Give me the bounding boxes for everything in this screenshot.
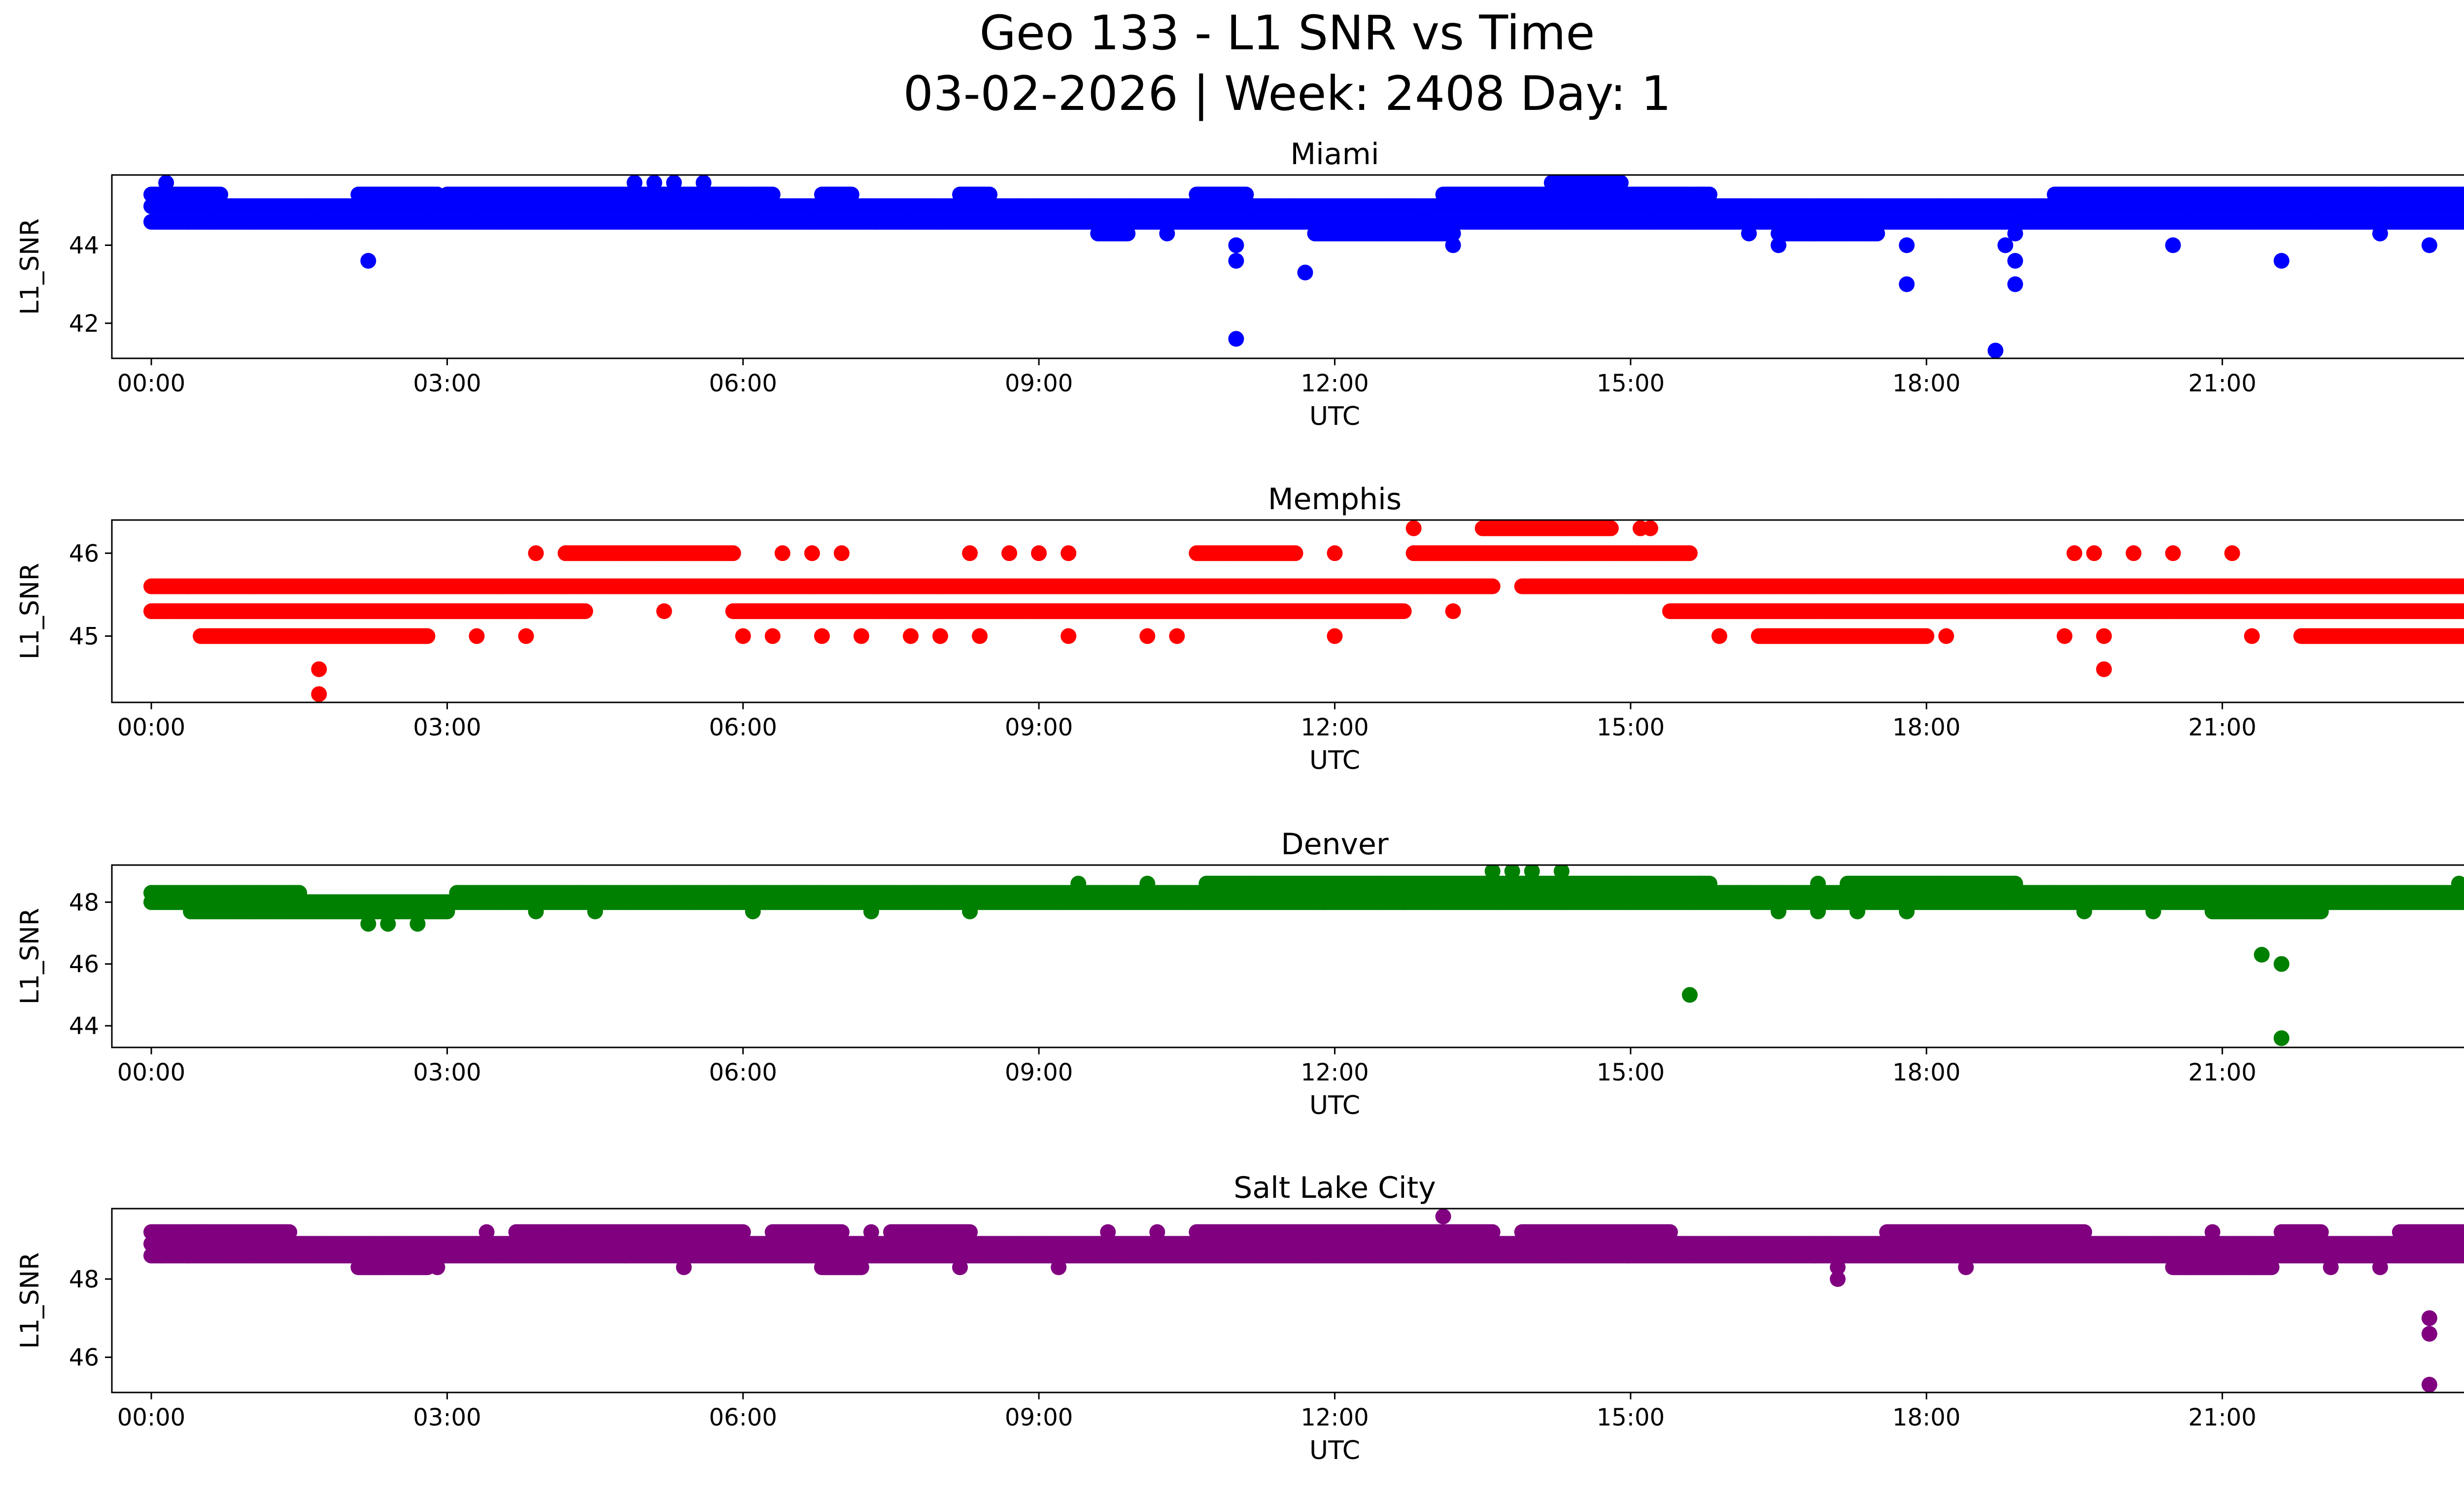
data-point — [1159, 225, 1175, 242]
data-point — [1899, 276, 1915, 292]
x-tick-label: 00:00 — [117, 370, 185, 397]
data-point — [1741, 225, 1757, 242]
data-points — [143, 175, 2464, 358]
x-tick-label: 18:00 — [1892, 370, 1960, 397]
data-point — [2463, 202, 2464, 210]
subplot-title: Miami — [1290, 137, 1379, 172]
data-point — [982, 186, 998, 203]
x-tick-label: 21:00 — [2188, 370, 2256, 397]
x-axis-label: UTC — [1309, 402, 1360, 431]
data-point — [903, 214, 919, 230]
data-point — [646, 175, 662, 191]
data-point — [1612, 175, 1629, 191]
data-points — [143, 520, 2464, 702]
data-point — [2165, 237, 2181, 253]
subplot-miami: Miami 00:00 03:00 06:00 09:00 12:00 15:00 18:00… — [15, 137, 2464, 431]
x-tick-label: 06:00 — [709, 370, 777, 397]
subplots: Miami 00:00 03:00 06:00 09:00 12:00 15:00 18:00… — [15, 137, 2464, 1465]
subplot-title: Memphis — [1268, 482, 1402, 517]
data-point — [2007, 225, 2023, 242]
data-point — [2007, 276, 2023, 292]
data-point — [1297, 264, 1313, 280]
x-tick-label: 12:00 — [1300, 370, 1369, 397]
data-point — [1642, 214, 1658, 230]
x-tick-label: 09:00 — [1005, 370, 1073, 397]
data-point — [666, 175, 682, 191]
data-point — [695, 175, 712, 191]
data-point — [212, 186, 229, 203]
data-point — [2372, 225, 2388, 242]
data-point — [843, 186, 859, 203]
x-tick-label: 15:00 — [1597, 370, 1665, 397]
data-point — [2461, 215, 2464, 228]
data-point — [360, 253, 376, 269]
data-point — [626, 175, 643, 191]
data-point — [1228, 253, 1244, 269]
data-point — [2017, 214, 2033, 230]
data-point — [1484, 578, 1501, 594]
y-axis-label: L1_SNR — [15, 218, 45, 315]
data-point — [1997, 237, 2014, 253]
data-point — [2273, 253, 2290, 269]
data-point — [764, 186, 781, 203]
data-point — [745, 214, 761, 230]
data-point — [1228, 237, 1244, 253]
data-point — [577, 603, 593, 619]
data-point — [1445, 237, 1461, 253]
data-point — [1702, 186, 1717, 203]
x-tick-label: 03:00 — [413, 370, 481, 397]
y-tick-label: 44 — [69, 232, 99, 259]
data-point — [2461, 200, 2464, 212]
data-point — [2463, 190, 2464, 199]
data-point — [1228, 331, 1244, 347]
y-tick-label: 42 — [69, 310, 99, 338]
figure-title-line1: Geo 133 - L1 SNR vs Time — [980, 5, 1595, 61]
data-point — [419, 214, 436, 230]
data-point — [158, 175, 174, 191]
data-point — [1415, 214, 1432, 230]
figure-title-line2: 03-02-2026 | Week: 2408 Day: 1 — [903, 66, 1672, 122]
data-point — [2461, 188, 2464, 201]
data-point — [469, 214, 485, 230]
data-point — [1771, 237, 1786, 253]
data-point — [2463, 218, 2464, 226]
data-point — [2421, 237, 2437, 253]
data-point — [1238, 186, 1254, 203]
data-point — [1899, 237, 1915, 253]
data-point — [1869, 225, 1885, 242]
data-point — [1445, 225, 1461, 242]
data-point — [203, 214, 219, 230]
data-point — [1120, 225, 1136, 242]
data-point — [2007, 253, 2023, 269]
data-point — [1987, 343, 2004, 358]
